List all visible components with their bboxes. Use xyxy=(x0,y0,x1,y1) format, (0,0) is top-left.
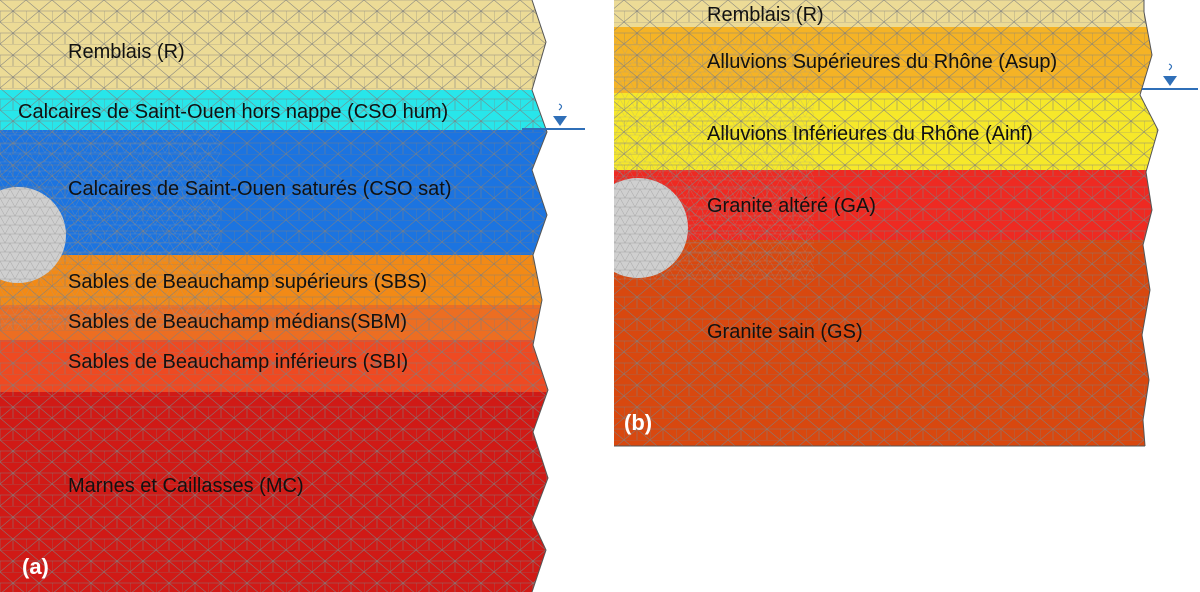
label-b-ga: Granite altéré (GA) xyxy=(707,195,876,217)
label-b-asup: Alluvions Supérieures du Rhône (Asup) xyxy=(707,51,1057,73)
label-a-sbs: Sables de Beauchamp supérieurs (SBS) xyxy=(68,271,427,293)
tunnel-mesh-b xyxy=(614,178,688,278)
label-a-sbi: Sables de Beauchamp inférieurs (SBI) xyxy=(68,351,408,373)
panel-a-tag: (a) xyxy=(22,554,49,579)
panel-b-tag: (b) xyxy=(624,410,652,435)
label-a-mc: Marnes et Caillasses (MC) xyxy=(68,475,304,497)
label-a-sbm: Sables de Beauchamp médians(SBM) xyxy=(68,311,407,333)
water-table-b xyxy=(1142,63,1198,90)
panel-b xyxy=(614,0,1158,446)
right-edge-b xyxy=(1139,0,1159,447)
label-a-cso-hum: Calcaires de Saint-Ouen hors nappe (CSO … xyxy=(18,101,448,123)
label-b-remblais: Remblais (R) xyxy=(707,4,824,26)
right-edge-a xyxy=(531,0,549,592)
water-table-a xyxy=(522,103,585,130)
label-a-cso-sat: Calcaires de Saint-Ouen saturés (CSO sat… xyxy=(68,178,452,200)
label-b-ainf: Alluvions Inférieures du Rhône (Ainf) xyxy=(707,123,1033,145)
label-a-remblais: Remblais (R) xyxy=(68,41,185,63)
tunnel-mesh-a xyxy=(0,187,66,283)
label-b-gs: Granite sain (GS) xyxy=(707,321,863,343)
panel-a xyxy=(0,0,548,592)
